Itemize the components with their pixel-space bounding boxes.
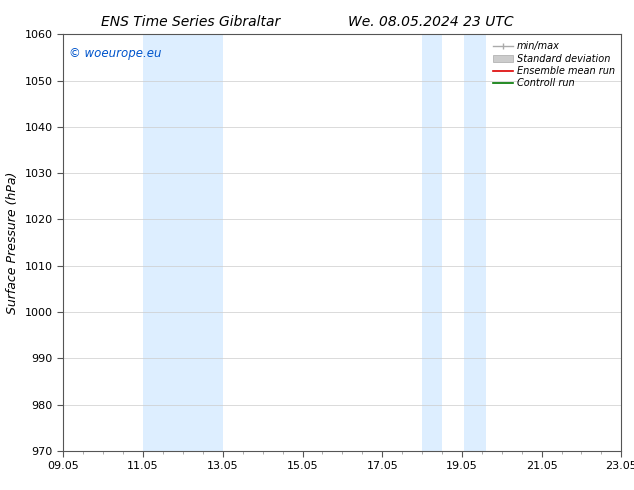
Y-axis label: Surface Pressure (hPa): Surface Pressure (hPa) xyxy=(6,172,19,314)
Bar xyxy=(422,34,442,451)
Legend: min/max, Standard deviation, Ensemble mean run, Controll run: min/max, Standard deviation, Ensemble me… xyxy=(491,39,616,90)
Bar xyxy=(143,34,223,451)
Text: © woeurope.eu: © woeurope.eu xyxy=(69,47,162,60)
Text: We. 08.05.2024 23 UTC: We. 08.05.2024 23 UTC xyxy=(348,15,514,29)
Text: ENS Time Series Gibraltar: ENS Time Series Gibraltar xyxy=(101,15,280,29)
Bar xyxy=(464,34,486,451)
